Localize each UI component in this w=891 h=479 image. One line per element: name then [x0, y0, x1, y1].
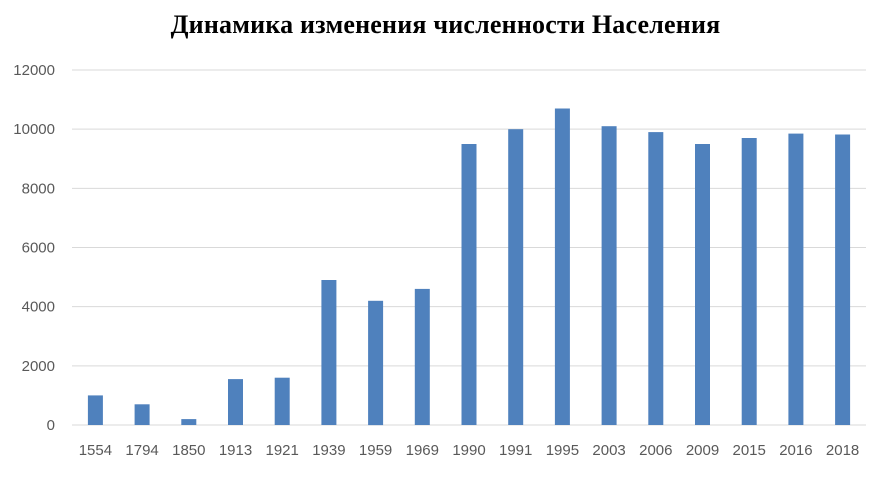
x-tick-label: 2016 [779, 442, 812, 459]
x-tick-label: 1921 [266, 442, 299, 459]
x-tick-label: 1850 [172, 442, 205, 459]
x-tick-label: 1913 [219, 442, 252, 459]
bar-1554 [87, 395, 103, 425]
bar-1794 [134, 404, 150, 425]
x-axis-tick-labels: 1554 1794 1850 1913 1921 1939 1959 1969 1990 1991… [79, 442, 860, 459]
y-tick-label: 8000 [22, 180, 55, 197]
bar-1913 [228, 379, 243, 425]
chart-title: Динамика изменения численности Населения [170, 10, 721, 39]
x-tick-label: 1991 [499, 442, 532, 459]
bar-2006 [648, 132, 664, 425]
x-tick-label: 2015 [733, 442, 766, 459]
bar-1939 [321, 280, 337, 425]
bar-1850 [181, 419, 197, 425]
bars [87, 108, 851, 426]
bar-2003 [601, 126, 617, 425]
bar-2009 [695, 144, 710, 425]
y-tick-label: 12000 [13, 62, 55, 79]
x-tick-label: 1995 [546, 442, 579, 459]
bar-1995 [554, 108, 570, 425]
bar-1921 [274, 377, 290, 425]
y-tick-label: 4000 [22, 299, 55, 316]
bar-2015 [741, 138, 757, 425]
bar-1959 [368, 300, 384, 426]
x-tick-label: 1554 [79, 442, 112, 459]
bar-1990 [461, 144, 477, 425]
x-tick-label: 1990 [452, 442, 485, 459]
y-tick-label: 2000 [22, 358, 55, 375]
x-tick-label: 1939 [312, 442, 345, 459]
y-axis-tick-labels: 0 2000 4000 6000 8000 10000 12000 [13, 62, 55, 434]
bar-1991 [508, 129, 524, 425]
y-tick-label: 10000 [13, 121, 55, 138]
y-tick-label: 0 [47, 417, 55, 434]
x-tick-label: 2006 [639, 442, 672, 459]
x-tick-label: 1794 [125, 442, 158, 459]
bar-2016 [788, 133, 804, 425]
x-tick-label: 1969 [406, 442, 439, 459]
x-tick-label: 1959 [359, 442, 392, 459]
x-tick-label: 2009 [686, 442, 719, 459]
x-tick-label: 2018 [826, 442, 859, 459]
x-tick-label: 2003 [592, 442, 625, 459]
bar-1969 [414, 288, 430, 425]
y-tick-label: 6000 [22, 240, 55, 257]
bar-2018 [835, 134, 851, 425]
